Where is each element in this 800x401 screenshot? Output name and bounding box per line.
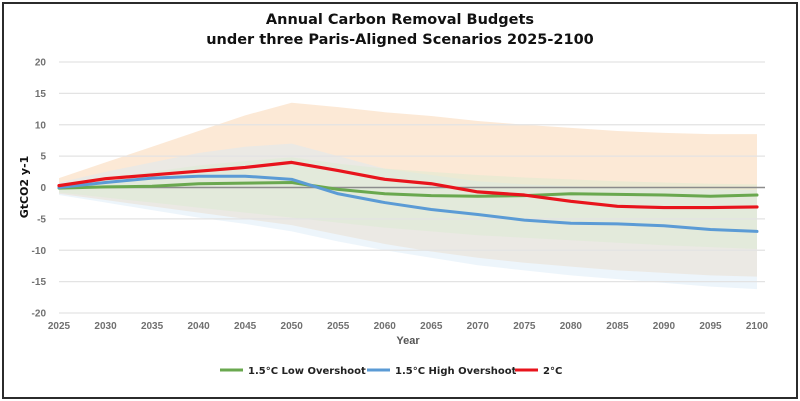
x-tick-label: 2040 (187, 321, 210, 332)
band-1 (59, 143, 757, 290)
band-0 (59, 102, 757, 277)
series-lines (57, 160, 759, 233)
y-tick-label: 15 (35, 89, 47, 100)
x-tick-label: 2100 (746, 321, 769, 332)
x-tick-label: 2045 (234, 321, 257, 332)
x-axis-label: Year (396, 335, 420, 347)
x-tick-label: 2065 (420, 321, 443, 332)
y-tick-label: 5 (40, 152, 46, 163)
y-tick-label: -15 (32, 277, 47, 288)
legend-label-1: 1.5°C High Overshoot (395, 366, 517, 377)
x-tick-labels: 2025 2030 2035 2040 2045 2050 2055 2060 2065 2070… (48, 321, 769, 332)
series-line-1 (57, 174, 759, 233)
y-tick-labels: 20 15 10 5 0 -5 -10 -15 -20 (32, 58, 47, 320)
confidence-bands (59, 102, 757, 290)
y-tick-label: -5 (37, 214, 46, 225)
x-tick-label: 2055 (327, 321, 350, 332)
y-tick-label: -10 (32, 246, 47, 257)
y-axis-label: GtCO2 y-1 (18, 156, 31, 219)
y-tick-label: -20 (32, 309, 47, 320)
legend: 1.5°C Low Overshoot 1.5°C High Overshoot 2… (220, 366, 562, 377)
band-2 (59, 157, 757, 249)
chart-title: Annual Carbon Removal Budgets (266, 12, 534, 28)
x-tick-label: 2095 (699, 321, 722, 332)
y-tick-label: 10 (35, 120, 47, 131)
x-tick-label: 2060 (374, 321, 397, 332)
x-tick-label: 2030 (94, 321, 117, 332)
legend-label-0: 1.5°C Low Overshoot (248, 366, 366, 377)
x-tick-label: 2070 (467, 321, 490, 332)
x-tick-label: 2025 (48, 321, 71, 332)
x-tick-label: 2075 (513, 321, 536, 332)
chart-subtitle: under three Paris-Aligned Scenarios 2025… (206, 32, 594, 48)
series-line-0 (57, 180, 759, 198)
y-tick-label: 20 (35, 58, 47, 69)
y-tick-label: 0 (40, 183, 46, 194)
x-tick-label: 2050 (281, 321, 304, 332)
x-tick-label: 2080 (560, 321, 583, 332)
series-line-2 (57, 160, 759, 210)
x-tick-label: 2090 (653, 321, 676, 332)
x-tick-label: 2035 (141, 321, 164, 332)
gridlines (59, 61, 765, 314)
x-tick-label: 2085 (606, 321, 629, 332)
legend-label-2: 2°C (543, 366, 562, 377)
